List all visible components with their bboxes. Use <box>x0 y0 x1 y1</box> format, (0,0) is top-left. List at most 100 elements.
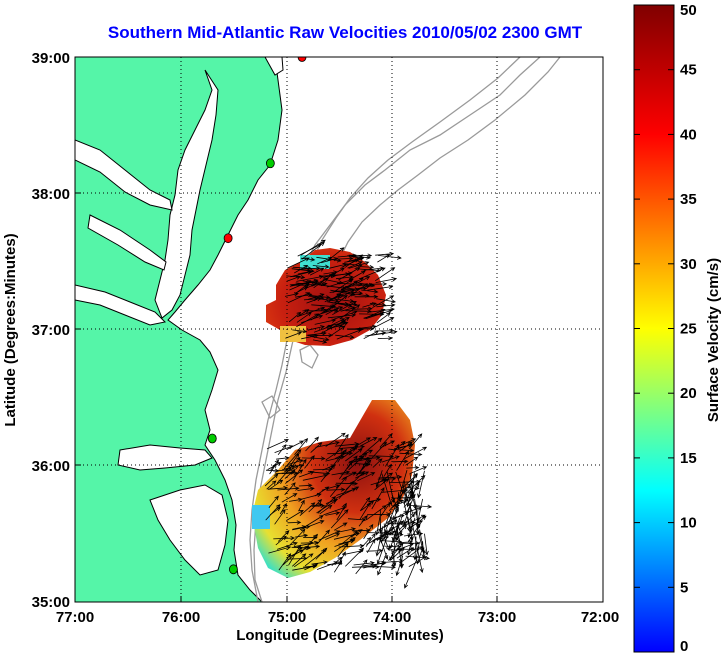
current-vector-arrow <box>299 520 325 531</box>
current-vector-arrow <box>303 535 318 540</box>
current-vector-arrow <box>325 533 341 540</box>
current-vector-arrow <box>299 266 321 271</box>
radar-station-marker <box>228 564 238 575</box>
current-vector-arrow <box>352 324 377 330</box>
current-vector-arrow <box>309 294 331 300</box>
current-vector-arrow <box>361 437 378 446</box>
current-vector-arrow <box>307 333 334 338</box>
current-vector-arrow <box>266 439 289 450</box>
current-vector-arrow <box>337 289 355 300</box>
current-vector-arrow <box>331 256 354 261</box>
y-tick-label: 35:00 <box>32 594 70 611</box>
current-vector-arrow <box>289 528 306 546</box>
current-vector-arrow <box>406 474 426 493</box>
current-vector-arrow <box>335 275 354 280</box>
current-vector-arrow <box>345 309 372 314</box>
current-vector-arrow <box>355 559 368 575</box>
delaware-bay <box>264 57 284 76</box>
current-vector-arrow <box>311 304 337 309</box>
current-vector-arrow <box>327 324 343 329</box>
current-vector-arrow <box>286 275 306 280</box>
current-vector-arrow <box>286 440 305 450</box>
current-vector-arrow <box>338 267 361 281</box>
current-vector-arrow <box>277 530 290 542</box>
current-vector-arrow <box>360 500 375 511</box>
current-vector-arrow <box>266 480 277 490</box>
current-vector-arrow <box>417 470 425 499</box>
current-vector-arrow <box>349 437 371 451</box>
james-river <box>75 284 167 326</box>
colorbar-tick-label: 0 <box>680 638 688 655</box>
x-tick-label: 72:00 <box>581 609 619 626</box>
current-vector-arrow <box>375 526 384 557</box>
current-vector-arrow <box>344 280 359 290</box>
current-vector-arrow <box>384 504 397 534</box>
colorbar-tick-label: 40 <box>680 126 697 143</box>
current-vector-arrow <box>407 516 414 542</box>
x-tick-labels: 77:00 76:00 75:00 74:00 73:00 72:00 <box>56 609 619 626</box>
current-vector-arrow <box>325 455 346 462</box>
y-tick-label: 36:00 <box>32 458 70 475</box>
radar-station-marker <box>297 57 307 62</box>
current-vector-arrow <box>343 263 363 268</box>
current-vector-arrow <box>273 536 296 541</box>
current-vector-arrow <box>294 265 309 274</box>
current-vector-arrow <box>317 256 333 265</box>
radar-station-marker <box>265 158 275 169</box>
current-vector-arrow <box>359 496 371 512</box>
current-vector-arrow <box>361 437 383 456</box>
current-vector-arrow <box>403 503 412 525</box>
current-vector-arrow <box>335 334 355 340</box>
current-vector-arrow <box>348 253 373 258</box>
current-vector-arrow <box>315 547 328 560</box>
current-vector-arrow <box>357 472 376 482</box>
current-vector-arrow <box>292 329 308 334</box>
current-vector-arrow <box>286 509 304 521</box>
current-vector-arrow <box>299 502 316 517</box>
current-vector-arrow <box>314 318 337 325</box>
current-vector-arrow <box>317 496 337 514</box>
current-vector-arrow <box>358 515 368 527</box>
current-vector-arrow <box>376 534 389 565</box>
current-vector-arrow <box>294 437 309 456</box>
current-vector-arrow <box>327 301 353 308</box>
current-vector-arrow <box>294 533 309 538</box>
current-vector-arrow <box>360 265 375 270</box>
current-vector-arrow <box>367 512 392 517</box>
current-vector-arrow <box>416 498 423 522</box>
current-vector-arrow <box>348 270 366 281</box>
current-vectors <box>264 239 433 589</box>
current-vector-arrow <box>306 515 324 526</box>
current-vector-arrow <box>391 517 401 542</box>
current-vector-arrow <box>399 452 423 457</box>
x-tick-label: 73:00 <box>478 609 516 626</box>
grid-lines <box>75 57 603 602</box>
current-vector-arrow <box>298 499 305 512</box>
current-vector-arrow <box>415 522 425 553</box>
current-vector-arrow <box>338 543 365 548</box>
current-vector-arrow <box>316 298 340 303</box>
current-vector-arrow <box>377 254 391 263</box>
current-vector-arrow <box>395 491 404 509</box>
y-tick-label: 39:00 <box>32 50 70 67</box>
current-vector-arrow <box>405 456 419 466</box>
x-tick-label: 75:00 <box>268 609 306 626</box>
current-vector-arrow <box>335 481 359 486</box>
current-vector-arrow <box>293 540 319 548</box>
velocity-patch-south-low <box>252 505 270 529</box>
colorbar-ticks <box>634 4 674 653</box>
current-vector-arrow <box>268 495 279 508</box>
y-tick-label: 37:00 <box>32 322 70 339</box>
current-vector-arrow <box>316 561 339 570</box>
current-vector-arrow <box>318 530 341 541</box>
current-vector-arrow <box>374 267 396 282</box>
current-vector-arrow <box>404 446 428 459</box>
current-vector-arrow <box>301 456 326 461</box>
current-vector-arrow <box>330 450 345 470</box>
map-area <box>75 57 603 602</box>
current-vector-arrow <box>337 542 349 558</box>
current-vector-arrow <box>291 268 315 273</box>
current-vector-arrow <box>396 530 403 547</box>
current-vector-arrow <box>276 466 292 484</box>
colorbar-tick-label: 50 <box>680 2 697 19</box>
